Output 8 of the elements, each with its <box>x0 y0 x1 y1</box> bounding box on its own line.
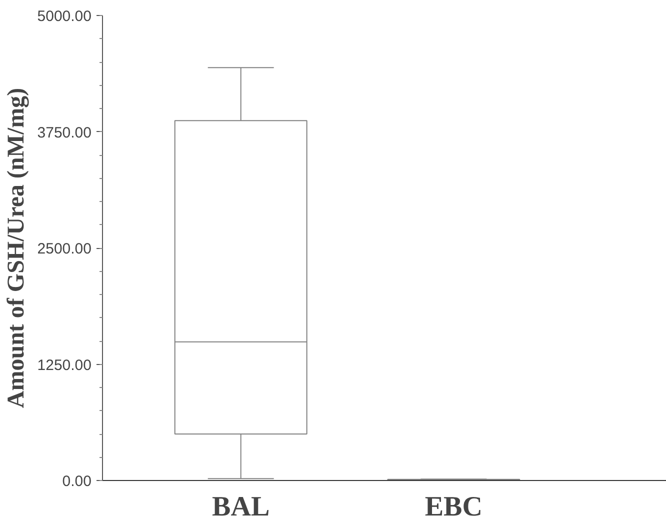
x-tick-label: BAL <box>212 492 270 522</box>
y-tick-label: 0.00 <box>62 473 92 490</box>
y-axis-title: Amount of GSH/Urea (nM/mg) <box>3 88 30 408</box>
y-tick-label: 5000.00 <box>37 8 92 25</box>
y-tick-label: 3750.00 <box>37 124 92 142</box>
y-tick-label: 2500.00 <box>37 240 92 258</box>
y-tick-label: 1250.00 <box>37 356 92 374</box>
x-tick-label: EBC <box>424 492 482 522</box>
